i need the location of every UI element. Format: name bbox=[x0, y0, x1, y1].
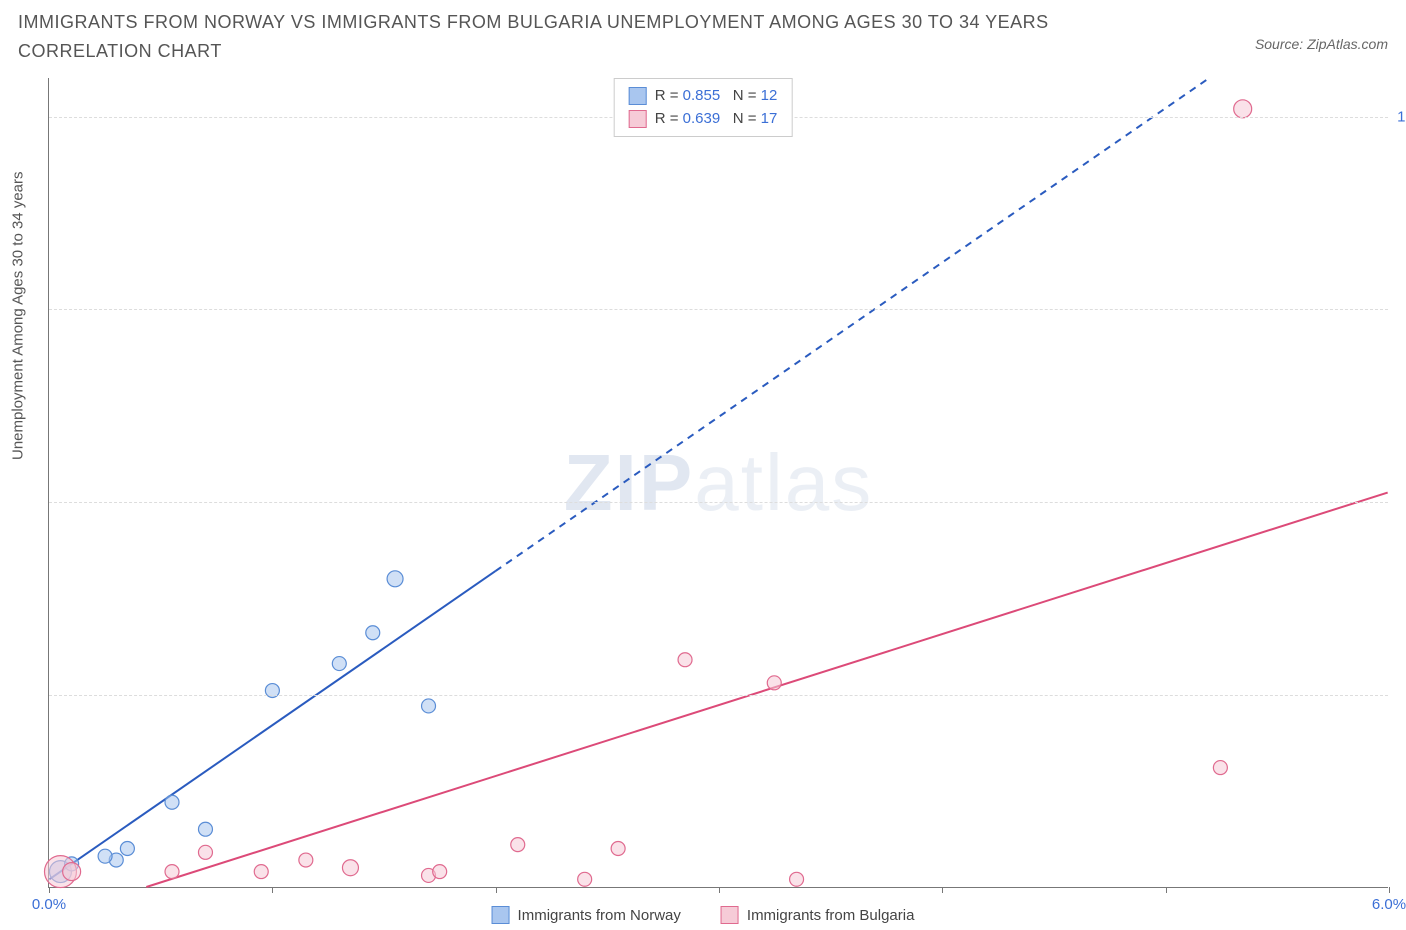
data-point-bulgaria bbox=[611, 841, 625, 855]
data-point-bulgaria bbox=[433, 865, 447, 879]
legend-swatch bbox=[629, 110, 647, 128]
data-point-bulgaria bbox=[578, 872, 592, 886]
data-point-norway bbox=[332, 657, 346, 671]
chart-container: IMMIGRANTS FROM NORWAY VS IMMIGRANTS FRO… bbox=[0, 0, 1406, 930]
data-point-bulgaria bbox=[1213, 761, 1227, 775]
x-tick bbox=[49, 887, 50, 893]
y-axis-label: Unemployment Among Ages 30 to 34 years bbox=[10, 171, 27, 460]
regression-line-bulgaria bbox=[146, 493, 1387, 887]
x-tick bbox=[496, 887, 497, 893]
plot-area: ZIPatlas 25.0%50.0%75.0%100.0%0.0%6.0% bbox=[48, 78, 1388, 888]
data-point-bulgaria bbox=[165, 865, 179, 879]
legend-item: Immigrants from Norway bbox=[492, 906, 681, 924]
data-point-bulgaria bbox=[678, 653, 692, 667]
rn-text: R = 0.639 N = 17 bbox=[655, 108, 778, 131]
rn-legend-row: R = 0.639 N = 17 bbox=[629, 108, 778, 131]
x-tick bbox=[272, 887, 273, 893]
x-tick bbox=[1389, 887, 1390, 893]
data-point-bulgaria bbox=[342, 860, 358, 876]
legend-swatch bbox=[721, 906, 739, 924]
correlation-legend: R = 0.855 N = 12R = 0.639 N = 17 bbox=[614, 78, 793, 137]
data-point-norway bbox=[120, 841, 134, 855]
gridline bbox=[49, 695, 1388, 696]
regression-line-norway bbox=[49, 571, 495, 879]
data-point-bulgaria bbox=[254, 865, 268, 879]
legend-item: Immigrants from Bulgaria bbox=[721, 906, 915, 924]
data-point-bulgaria bbox=[63, 863, 81, 881]
y-tick-label: 100.0% bbox=[1397, 108, 1406, 125]
x-tick bbox=[719, 887, 720, 893]
x-tick bbox=[1166, 887, 1167, 893]
x-tick bbox=[942, 887, 943, 893]
data-point-bulgaria bbox=[198, 845, 212, 859]
data-point-bulgaria bbox=[299, 853, 313, 867]
scatter-svg bbox=[49, 78, 1388, 887]
series-legend: Immigrants from Norway Immigrants from Bu… bbox=[492, 906, 915, 924]
data-point-bulgaria bbox=[511, 838, 525, 852]
legend-swatch bbox=[492, 906, 510, 924]
chart-title: IMMIGRANTS FROM NORWAY VS IMMIGRANTS FRO… bbox=[18, 8, 1118, 66]
data-point-norway bbox=[366, 626, 380, 640]
data-point-norway bbox=[387, 571, 403, 587]
legend-swatch bbox=[629, 87, 647, 105]
legend-label: Immigrants from Bulgaria bbox=[747, 907, 915, 924]
data-point-bulgaria bbox=[767, 676, 781, 690]
data-point-norway bbox=[165, 795, 179, 809]
data-point-norway bbox=[98, 849, 112, 863]
data-point-norway bbox=[422, 699, 436, 713]
x-tick-label: 0.0% bbox=[32, 896, 66, 913]
legend-label: Immigrants from Norway bbox=[518, 907, 681, 924]
data-point-norway bbox=[198, 822, 212, 836]
regression-line-dashed-norway bbox=[495, 78, 1209, 571]
data-point-bulgaria bbox=[790, 872, 804, 886]
gridline bbox=[49, 309, 1388, 310]
gridline bbox=[49, 502, 1388, 503]
rn-legend-row: R = 0.855 N = 12 bbox=[629, 85, 778, 108]
x-tick-label: 6.0% bbox=[1372, 896, 1406, 913]
source-attribution: Source: ZipAtlas.com bbox=[1255, 36, 1388, 52]
rn-text: R = 0.855 N = 12 bbox=[655, 85, 778, 108]
data-point-bulgaria bbox=[1234, 100, 1252, 118]
